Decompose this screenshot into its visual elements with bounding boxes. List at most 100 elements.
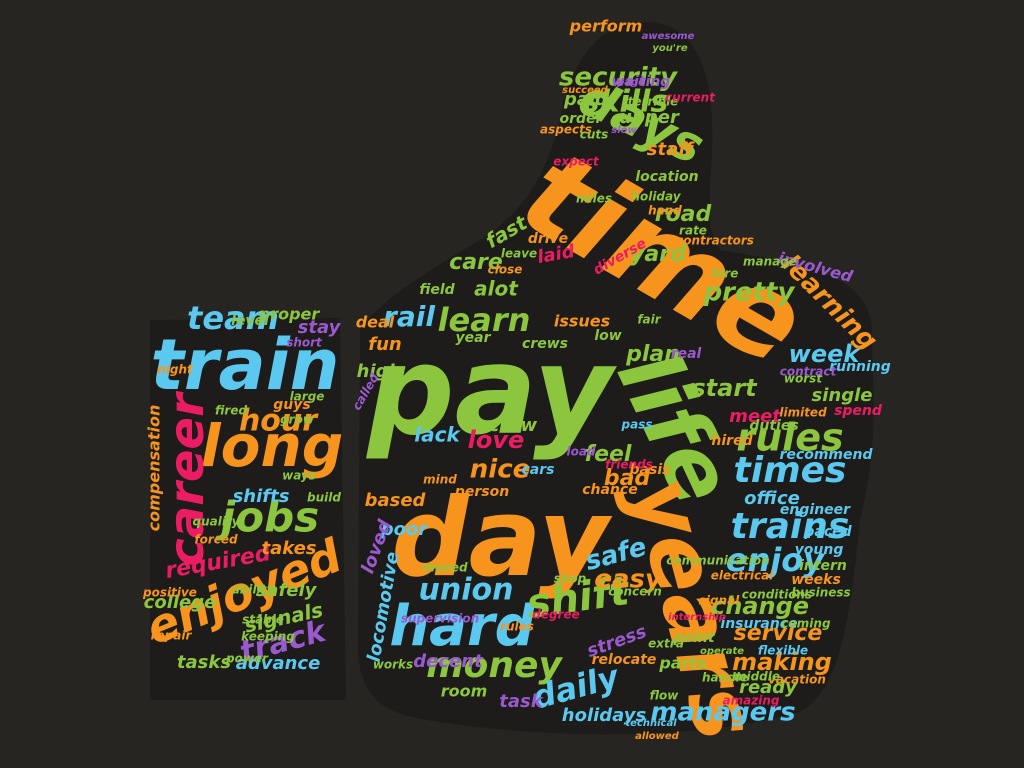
word-keeping: keeping (241, 630, 295, 644)
word-feel: feel (585, 442, 632, 467)
word-worst: worst (784, 372, 823, 386)
word-long: long (201, 412, 344, 480)
word-task: task (499, 691, 543, 712)
word-times: times (734, 450, 847, 491)
word-fired: fired (215, 404, 248, 418)
word-deal: deal (356, 313, 395, 332)
word-plan: plan (625, 342, 680, 367)
word-care: care (449, 250, 503, 275)
word-mind: mind (423, 473, 457, 487)
word-flow: flow (650, 689, 680, 703)
word-ability: ability (232, 583, 276, 597)
word-fun: fun (368, 334, 401, 355)
word-hand: hand (648, 204, 682, 218)
word-jobs: jobs (215, 493, 319, 542)
word-rail: rail (383, 300, 435, 333)
word-weeks: weeks (791, 572, 841, 588)
word-yard: yard (630, 242, 686, 267)
word-succeed: succeed (562, 85, 608, 96)
word-load: load (566, 445, 595, 459)
word-leave: leave (501, 247, 537, 261)
word-signal: signal (699, 594, 740, 608)
word-crews: crews (522, 336, 568, 352)
word-allowed: allowed (635, 731, 679, 742)
word-ways: ways (282, 469, 316, 483)
word-slow: slow (611, 125, 637, 136)
word-forced: forced (194, 533, 238, 547)
word-stable: stable (242, 613, 284, 627)
word-relocate: relocate (592, 652, 657, 668)
word-hired: hired (711, 433, 753, 449)
word-night: night (157, 363, 194, 377)
word-person: person (454, 484, 509, 500)
word-internship: internship (668, 612, 726, 623)
word-crew: crew (489, 415, 538, 436)
word-order: order (560, 111, 604, 127)
word-positive: positive (142, 586, 197, 600)
word-team: team (187, 299, 279, 337)
word-security: security (559, 63, 678, 93)
word-running: running (829, 359, 891, 375)
word-stay: stay (298, 317, 342, 338)
word-decent: decent (413, 651, 484, 672)
word-aspects: aspects (540, 123, 592, 137)
word-rules2: rules (500, 620, 534, 634)
word-works: works (373, 658, 413, 672)
word-lack: lack (414, 423, 461, 447)
word-coming: coming (781, 617, 831, 631)
word-train: train (150, 324, 339, 406)
word-shifts: shifts (233, 486, 290, 507)
word-meet: meet (729, 406, 782, 427)
word-based: based (365, 490, 427, 511)
word-vacation: vacation (768, 673, 826, 687)
word-low: low (594, 328, 621, 344)
word-quality: quality (192, 515, 240, 529)
word-recommend: recommend (780, 447, 874, 463)
word-current: current (665, 91, 716, 105)
word-communication: communication (666, 554, 769, 568)
word-change: change (711, 592, 809, 620)
word-short: short (286, 336, 323, 350)
word-close: close (488, 263, 523, 277)
word-page: page (616, 77, 645, 88)
word-day: day (391, 476, 613, 601)
word-service: service (734, 621, 823, 646)
word-middle: middle (734, 670, 780, 684)
word-operate: operate (700, 646, 744, 657)
word-cuts: cuts (580, 128, 609, 142)
word-issues: issues (554, 312, 610, 331)
word-love: love (468, 426, 525, 454)
word-contract: contract (780, 365, 838, 379)
word-office: office (744, 488, 800, 509)
word-amazing: amazing (723, 694, 780, 708)
word-tasks: tasks (177, 652, 231, 673)
word-hard: hard (389, 594, 535, 659)
word-pay: pay (365, 320, 617, 462)
word-year: year (456, 330, 492, 346)
word-union: union (419, 573, 514, 608)
word-friends: friends (605, 458, 653, 472)
word-extra: extra (648, 637, 684, 651)
word-pretty: pretty (703, 278, 796, 308)
word-basis: basis (630, 462, 671, 478)
word-miles: miles (576, 192, 612, 206)
word-nice: nice (470, 455, 530, 485)
word-real: real (671, 346, 702, 362)
word-single: single (812, 385, 873, 406)
word-drive: drive (528, 231, 568, 247)
word-high: high (357, 361, 402, 382)
word-limited: limited (779, 406, 827, 420)
word-safely: safely (256, 580, 318, 601)
word-rules: rules (736, 416, 843, 460)
word-easy: easy (594, 565, 663, 595)
word-making: making (732, 648, 832, 676)
word-holidays: holidays (562, 705, 647, 726)
word-moved: moved (422, 561, 468, 575)
word-advance: advance (236, 653, 321, 674)
word-ready: ready (739, 677, 798, 698)
word-insurance: insurance (720, 616, 797, 632)
word-paid: paid (563, 89, 609, 110)
word-electrical: electrical (711, 569, 774, 583)
word-large: large (290, 390, 325, 404)
